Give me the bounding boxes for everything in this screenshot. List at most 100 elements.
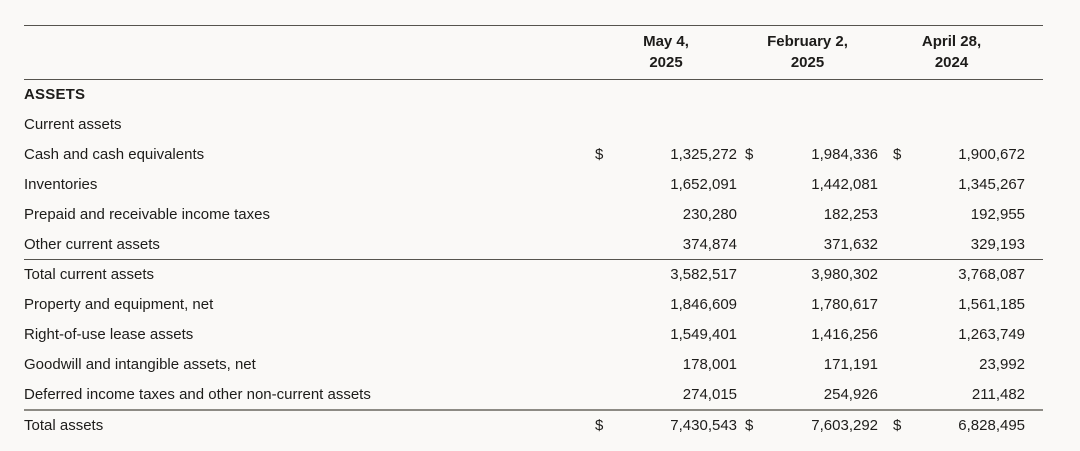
- dollar-sign: [878, 290, 906, 320]
- value-cell: 274,015: [682, 385, 738, 403]
- row-label: Total assets: [24, 408, 595, 440]
- section-title: ASSETS: [24, 86, 86, 104]
- value-cell: 1,345,267: [958, 176, 1026, 193]
- label-column-header: [24, 25, 595, 80]
- value-cell: 1,263,749: [958, 326, 1026, 343]
- dollar-sign: [878, 350, 906, 380]
- value-cell: 7,430,543: [615, 408, 738, 440]
- dollar-sign: [737, 230, 765, 260]
- value-cell: 1,900,672: [958, 146, 1026, 163]
- row-label: Cash and cash equivalents: [24, 146, 205, 163]
- dollar-sign: [595, 110, 615, 140]
- dollar-sign: $: [595, 408, 615, 440]
- dollar-sign: [878, 230, 906, 260]
- table-row-cash-and-cash-equivalents: Cash and cash equivalents $ 1,325,272 $ …: [24, 140, 1043, 170]
- dollar-sign: $: [595, 146, 604, 163]
- value-cell: 1,416,256: [811, 326, 879, 343]
- value-cell: 230,280: [682, 206, 738, 223]
- value-cell: 1,549,401: [670, 326, 738, 343]
- table-row-property-and-equipment-net: Property and equipment, net 1,846,609 1,…: [24, 290, 1043, 320]
- row-label: Other current assets: [24, 235, 160, 253]
- dollar-sign: [737, 200, 765, 230]
- value-cell: 3,768,087: [906, 259, 1044, 290]
- dollar-sign: [878, 259, 907, 290]
- dollar-sign: [595, 350, 615, 380]
- section-header-assets: ASSETS: [24, 80, 1043, 110]
- table-row-goodwill-and-intangible-assets-net: Goodwill and intangible assets, net 178,…: [24, 350, 1043, 380]
- dollar-sign: $: [878, 408, 907, 440]
- dollar-sign: $: [893, 146, 902, 163]
- table-row-other-current-assets: Other current assets 374,874 371,632 329…: [24, 230, 1043, 260]
- value-cell: 1,442,081: [811, 176, 879, 193]
- period-month-day: April 28,: [921, 32, 982, 50]
- period-year: 2024: [934, 53, 969, 71]
- dollar-sign: [595, 290, 615, 320]
- table-row-total-current-assets: Total current assets 3,582,517 3,980,302…: [24, 259, 1044, 290]
- dollar-sign: [595, 170, 615, 200]
- period-year: 2025: [649, 53, 683, 71]
- value-cell: 374,874: [682, 235, 738, 253]
- row-label: Prepaid and receivable income taxes: [24, 206, 270, 223]
- value-cell: 182,253: [823, 206, 879, 223]
- row-label: Right-of-use lease assets: [24, 326, 194, 343]
- value-cell: [615, 110, 737, 140]
- row-label: Goodwill and intangible assets, net: [24, 356, 256, 373]
- table-row-total-assets: Total assets $ 7,430,543 $ 7,603,292 $ 6…: [24, 408, 1044, 440]
- dollar-sign: [737, 350, 765, 380]
- value-cell: 371,632: [823, 235, 879, 253]
- value-cell: 6,828,495: [906, 408, 1044, 440]
- dollar-sign: [878, 320, 906, 350]
- dollar-sign: [595, 200, 615, 230]
- value-cell: 23,992: [979, 356, 1026, 373]
- dollar-sign: [737, 320, 765, 350]
- table-row-right-of-use-lease-assets: Right-of-use lease assets 1,549,401 1,41…: [24, 320, 1043, 350]
- table-row-current-assets: Current assets: [24, 110, 1043, 140]
- period-header-row: May 4, 2025 February 2, 2025 April 28, 2…: [24, 25, 1044, 80]
- row-label: Current assets: [24, 116, 122, 133]
- value-cell: 178,001: [682, 356, 738, 373]
- value-cell: 1,846,609: [670, 296, 738, 313]
- value-cell: [906, 110, 1043, 140]
- value-cell: 211,482: [971, 385, 1026, 403]
- dollar-sign: [878, 170, 906, 200]
- value-cell: 329,193: [970, 235, 1026, 253]
- dollar-sign: $: [745, 146, 754, 163]
- row-label: Total current assets: [24, 259, 595, 290]
- dollar-sign: [595, 230, 615, 260]
- value-cell: 7,603,292: [765, 408, 879, 440]
- dollar-sign: [737, 110, 765, 140]
- value-cell: 3,582,517: [615, 259, 738, 290]
- dollar-sign: [737, 380, 765, 410]
- dollar-sign: [878, 380, 906, 410]
- value-cell: 1,984,336: [811, 146, 879, 163]
- value-cell: 1,780,617: [811, 296, 879, 313]
- period-month-day: February 2,: [767, 32, 848, 50]
- period-header-may-4-2025: May 4, 2025: [595, 25, 738, 80]
- row-label: Property and equipment, net: [24, 296, 214, 313]
- dollar-sign: [595, 380, 615, 410]
- period-month-day: May 4,: [643, 32, 689, 50]
- value-cell: 1,561,185: [958, 296, 1026, 313]
- dollar-sign: [737, 170, 765, 200]
- period-header-february-2-2025: February 2, 2025: [737, 25, 879, 80]
- dollar-sign: [878, 200, 906, 230]
- table-row-prepaid-and-receivable-income-taxes: Prepaid and receivable income taxes 230,…: [24, 200, 1043, 230]
- row-label: Inventories: [24, 176, 98, 193]
- value-cell: 192,955: [970, 206, 1026, 223]
- period-year: 2025: [790, 53, 825, 71]
- dollar-sign: [737, 259, 766, 290]
- row-label: Deferred income taxes and other non-curr…: [24, 385, 371, 403]
- value-cell: 171,191: [823, 356, 879, 373]
- table-row-inventories: Inventories 1,652,091 1,442,081 1,345,26…: [24, 170, 1043, 200]
- value-cell: 1,325,272: [670, 146, 738, 163]
- period-header-april-28-2024: April 28, 2024: [878, 25, 1044, 80]
- dollar-sign: [595, 259, 615, 290]
- dollar-sign: $: [737, 408, 766, 440]
- dollar-sign: [737, 290, 765, 320]
- dollar-sign: [878, 110, 906, 140]
- value-cell: [765, 110, 878, 140]
- value-cell: 3,980,302: [765, 259, 879, 290]
- value-cell: 254,926: [823, 385, 879, 403]
- dollar-sign: [595, 320, 615, 350]
